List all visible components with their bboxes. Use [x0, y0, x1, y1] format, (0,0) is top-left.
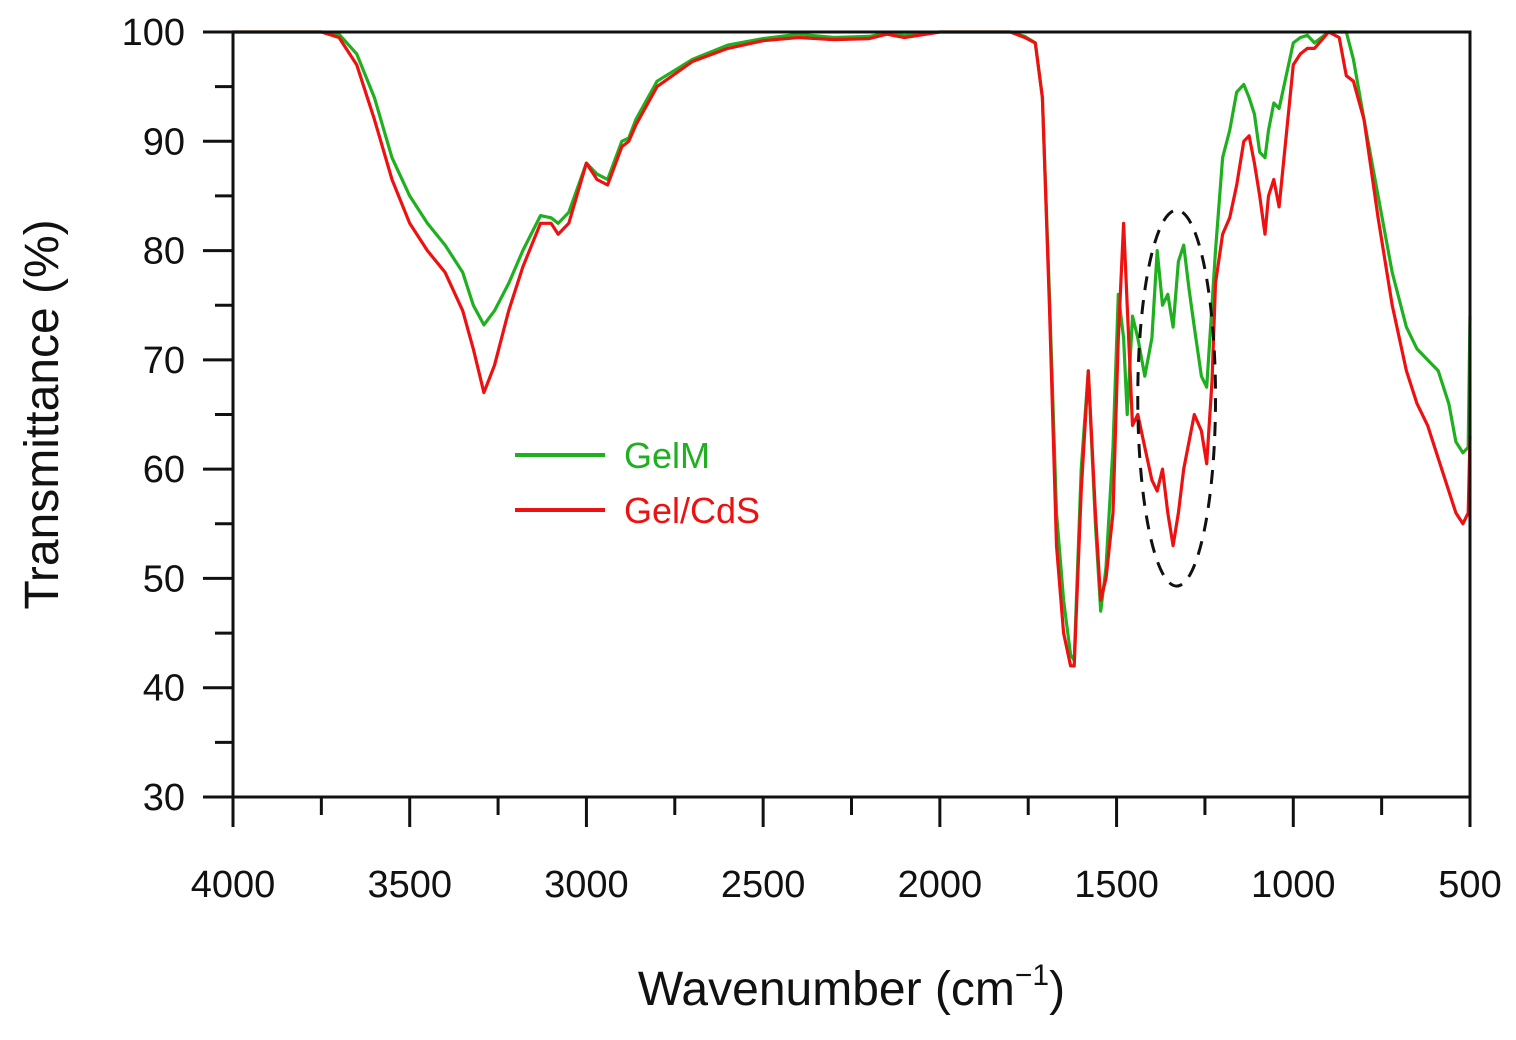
- x-tick-label: 3500: [367, 864, 452, 906]
- x-axis-title-main: Wavenumber (cm: [638, 963, 1015, 1016]
- y-tick-label: 60: [143, 449, 185, 491]
- x-tick-label: 2500: [721, 864, 806, 906]
- annotation-layer: [1136, 208, 1218, 588]
- x-tick-label: 3000: [544, 864, 629, 906]
- y-axis-title: Transmittance (%): [16, 219, 69, 609]
- series-line-gel-cds: [231, 30, 1472, 668]
- x-tick-label: 2000: [898, 864, 983, 906]
- tick-labels: 30 40 50 60 70 80 90 100 4000 3500 3000 2500 2000 150…: [122, 12, 1502, 906]
- legend-label-gel-cds: Gel/CdS: [624, 490, 760, 531]
- x-tick-label: 1000: [1251, 864, 1336, 906]
- tick-marks: [203, 30, 1472, 827]
- y-tick-label: 30: [143, 777, 185, 819]
- plot-frame: [231, 30, 1472, 799]
- x-tick-label: 4000: [191, 864, 276, 906]
- legend-label-gelm: GelM: [624, 435, 710, 476]
- y-tick-label: 100: [122, 12, 185, 54]
- highlight-ellipse: [1136, 208, 1218, 588]
- x-axis-title-superscript: −1: [1015, 959, 1049, 992]
- x-axis-title: Wavenumber (cm−1): [638, 959, 1065, 1016]
- x-axis-title-tail: ): [1049, 963, 1065, 1016]
- y-tick-label: 70: [143, 340, 185, 382]
- x-tick-label: 500: [1438, 864, 1501, 906]
- x-tick-label: 1500: [1074, 864, 1159, 906]
- y-tick-label: 50: [143, 558, 185, 600]
- legend: GelM Gel/CdS: [515, 435, 760, 531]
- series-layer: [231, 30, 1472, 668]
- y-tick-label: 40: [143, 668, 185, 710]
- series-line-gelm: [231, 30, 1472, 663]
- y-tick-label: 90: [143, 121, 185, 163]
- y-tick-label: 80: [143, 231, 185, 273]
